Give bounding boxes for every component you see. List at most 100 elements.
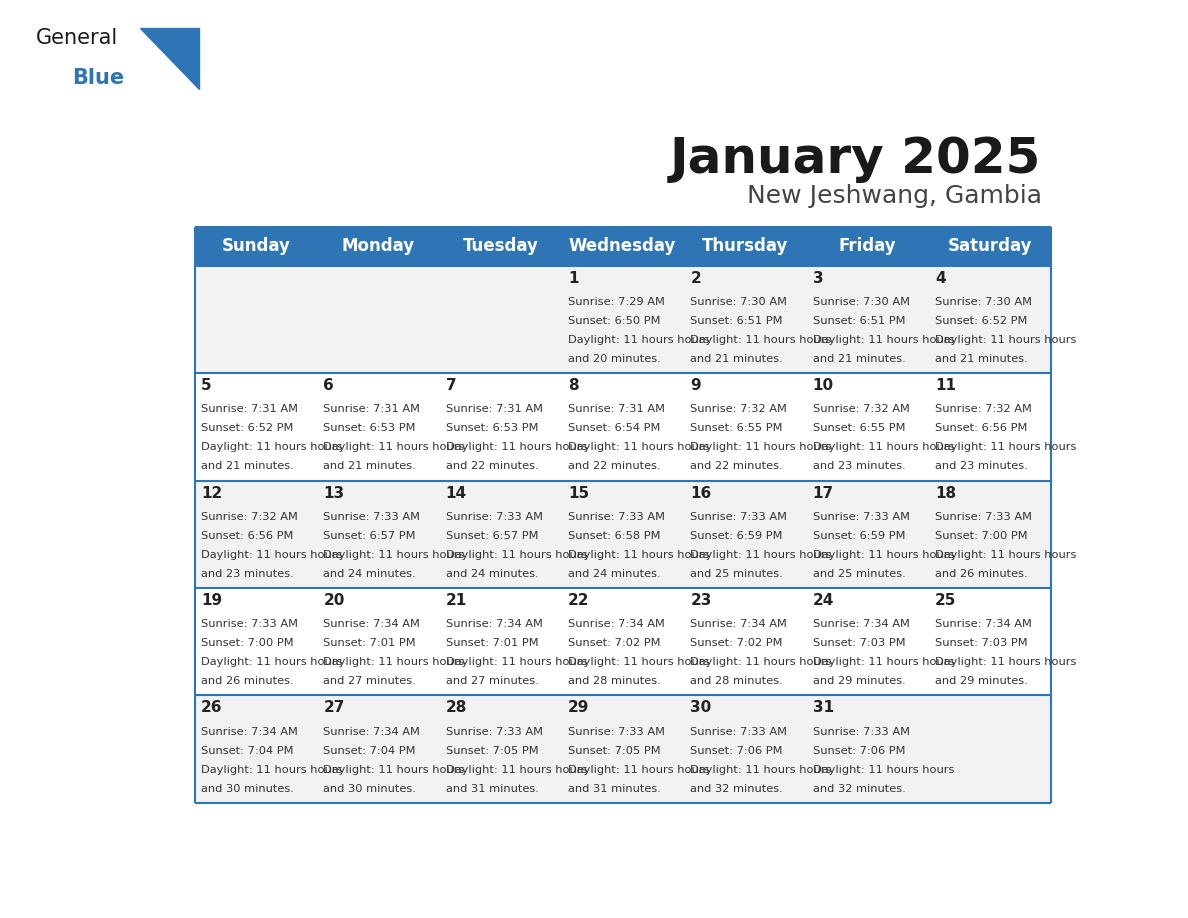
Text: and 21 minutes.: and 21 minutes. [813,354,905,364]
Bar [684,480,807,588]
Text: and 29 minutes.: and 29 minutes. [813,677,905,687]
Text: Sunrise: 7:33 AM: Sunrise: 7:33 AM [323,511,421,521]
Text: Daylight: 11 hours hours: Daylight: 11 hours hours [813,442,954,453]
Text: Daylight: 11 hours hours: Daylight: 11 hours hours [323,765,465,775]
Text: and 20 minutes.: and 20 minutes. [568,354,661,364]
Text: 11: 11 [935,378,956,393]
Text: Sunrise: 7:34 AM: Sunrise: 7:34 AM [446,619,543,629]
Text: Sunset: 7:00 PM: Sunset: 7:00 PM [201,638,293,648]
Text: Sunrise: 7:33 AM: Sunrise: 7:33 AM [568,726,665,736]
Text: Daylight: 11 hours hours: Daylight: 11 hours hours [935,657,1076,667]
Text: Sunset: 6:52 PM: Sunset: 6:52 PM [935,316,1028,326]
Text: Sunset: 6:55 PM: Sunset: 6:55 PM [813,423,905,433]
Text: Daylight: 11 hours hours: Daylight: 11 hours hours [568,335,709,345]
Text: Daylight: 11 hours hours: Daylight: 11 hours hours [568,765,709,775]
Bar [684,696,807,803]
Text: Sunrise: 7:33 AM: Sunrise: 7:33 AM [201,619,298,629]
Text: Sunrise: 7:33 AM: Sunrise: 7:33 AM [690,726,788,736]
Bar [562,227,684,265]
Text: and 29 minutes.: and 29 minutes. [935,677,1028,687]
Bar [807,480,929,588]
Text: 20: 20 [323,593,345,608]
Text: Daylight: 11 hours hours: Daylight: 11 hours hours [201,765,342,775]
Text: Daylight: 11 hours hours: Daylight: 11 hours hours [446,657,587,667]
Text: Monday: Monday [341,237,415,255]
Text: and 26 minutes.: and 26 minutes. [201,677,293,687]
Text: Sunset: 6:55 PM: Sunset: 6:55 PM [690,423,783,433]
Bar [562,480,684,588]
Text: Daylight: 11 hours hours: Daylight: 11 hours hours [323,657,465,667]
Text: Sunrise: 7:33 AM: Sunrise: 7:33 AM [690,511,788,521]
Text: Daylight: 11 hours hours: Daylight: 11 hours hours [690,657,832,667]
Text: Daylight: 11 hours hours: Daylight: 11 hours hours [813,765,954,775]
Bar [684,373,807,480]
Bar [440,373,562,480]
Text: Sunrise: 7:30 AM: Sunrise: 7:30 AM [813,297,910,307]
Text: Sunrise: 7:32 AM: Sunrise: 7:32 AM [201,511,298,521]
Text: Sunset: 7:03 PM: Sunset: 7:03 PM [935,638,1028,648]
Text: 13: 13 [323,486,345,500]
Text: 15: 15 [568,486,589,500]
Text: and 32 minutes.: and 32 minutes. [690,784,783,794]
Bar [684,265,807,373]
Text: Daylight: 11 hours hours: Daylight: 11 hours hours [690,765,832,775]
Text: 19: 19 [201,593,222,608]
Text: 18: 18 [935,486,956,500]
Text: 21: 21 [446,593,467,608]
Bar [929,696,1051,803]
Text: Sunrise: 7:34 AM: Sunrise: 7:34 AM [323,619,421,629]
Text: 4: 4 [935,271,946,285]
Text: and 31 minutes.: and 31 minutes. [446,784,538,794]
Text: and 24 minutes.: and 24 minutes. [446,569,538,579]
Text: 27: 27 [323,700,345,715]
Text: Sunset: 7:06 PM: Sunset: 7:06 PM [813,745,905,756]
Text: Daylight: 11 hours hours: Daylight: 11 hours hours [813,550,954,560]
Bar [684,227,807,265]
Text: Saturday: Saturday [947,237,1032,255]
Text: Sunset: 6:57 PM: Sunset: 6:57 PM [446,531,538,541]
Text: and 28 minutes.: and 28 minutes. [568,677,661,687]
Bar [317,265,440,373]
Text: Daylight: 11 hours hours: Daylight: 11 hours hours [813,335,954,345]
Text: Sunrise: 7:30 AM: Sunrise: 7:30 AM [935,297,1032,307]
Text: Sunrise: 7:33 AM: Sunrise: 7:33 AM [813,511,910,521]
Text: Sunrise: 7:32 AM: Sunrise: 7:32 AM [935,404,1032,414]
Text: Sunset: 6:51 PM: Sunset: 6:51 PM [813,316,905,326]
Text: and 21 minutes.: and 21 minutes. [935,354,1028,364]
Text: and 23 minutes.: and 23 minutes. [813,462,905,472]
Text: 7: 7 [446,378,456,393]
Bar [195,265,317,373]
Text: Daylight: 11 hours hours: Daylight: 11 hours hours [201,550,342,560]
Text: 30: 30 [690,700,712,715]
Text: Sunset: 6:56 PM: Sunset: 6:56 PM [935,423,1028,433]
Bar [440,227,562,265]
Text: and 30 minutes.: and 30 minutes. [323,784,416,794]
Text: Sunset: 6:52 PM: Sunset: 6:52 PM [201,423,293,433]
Bar [440,588,562,696]
Bar [807,227,929,265]
Text: 23: 23 [690,593,712,608]
Text: Sunset: 7:04 PM: Sunset: 7:04 PM [323,745,416,756]
Text: Daylight: 11 hours hours: Daylight: 11 hours hours [446,550,587,560]
Bar [317,227,440,265]
Text: Sunrise: 7:33 AM: Sunrise: 7:33 AM [446,511,543,521]
Text: 1: 1 [568,271,579,285]
Text: Daylight: 11 hours hours: Daylight: 11 hours hours [935,550,1076,560]
Text: 24: 24 [813,593,834,608]
Text: Sunrise: 7:31 AM: Sunrise: 7:31 AM [201,404,298,414]
Text: Sunrise: 7:34 AM: Sunrise: 7:34 AM [323,726,421,736]
Bar [317,588,440,696]
Text: Sunset: 6:59 PM: Sunset: 6:59 PM [813,531,905,541]
Text: Friday: Friday [839,237,896,255]
Text: Sunrise: 7:31 AM: Sunrise: 7:31 AM [446,404,543,414]
Text: Sunset: 7:03 PM: Sunset: 7:03 PM [813,638,905,648]
Text: Sunrise: 7:34 AM: Sunrise: 7:34 AM [690,619,788,629]
Text: 22: 22 [568,593,589,608]
Text: and 25 minutes.: and 25 minutes. [813,569,905,579]
Text: 25: 25 [935,593,956,608]
Bar [562,373,684,480]
Text: Sunrise: 7:31 AM: Sunrise: 7:31 AM [323,404,421,414]
Text: Daylight: 11 hours hours: Daylight: 11 hours hours [446,765,587,775]
Text: Sunrise: 7:31 AM: Sunrise: 7:31 AM [568,404,665,414]
Text: 29: 29 [568,700,589,715]
